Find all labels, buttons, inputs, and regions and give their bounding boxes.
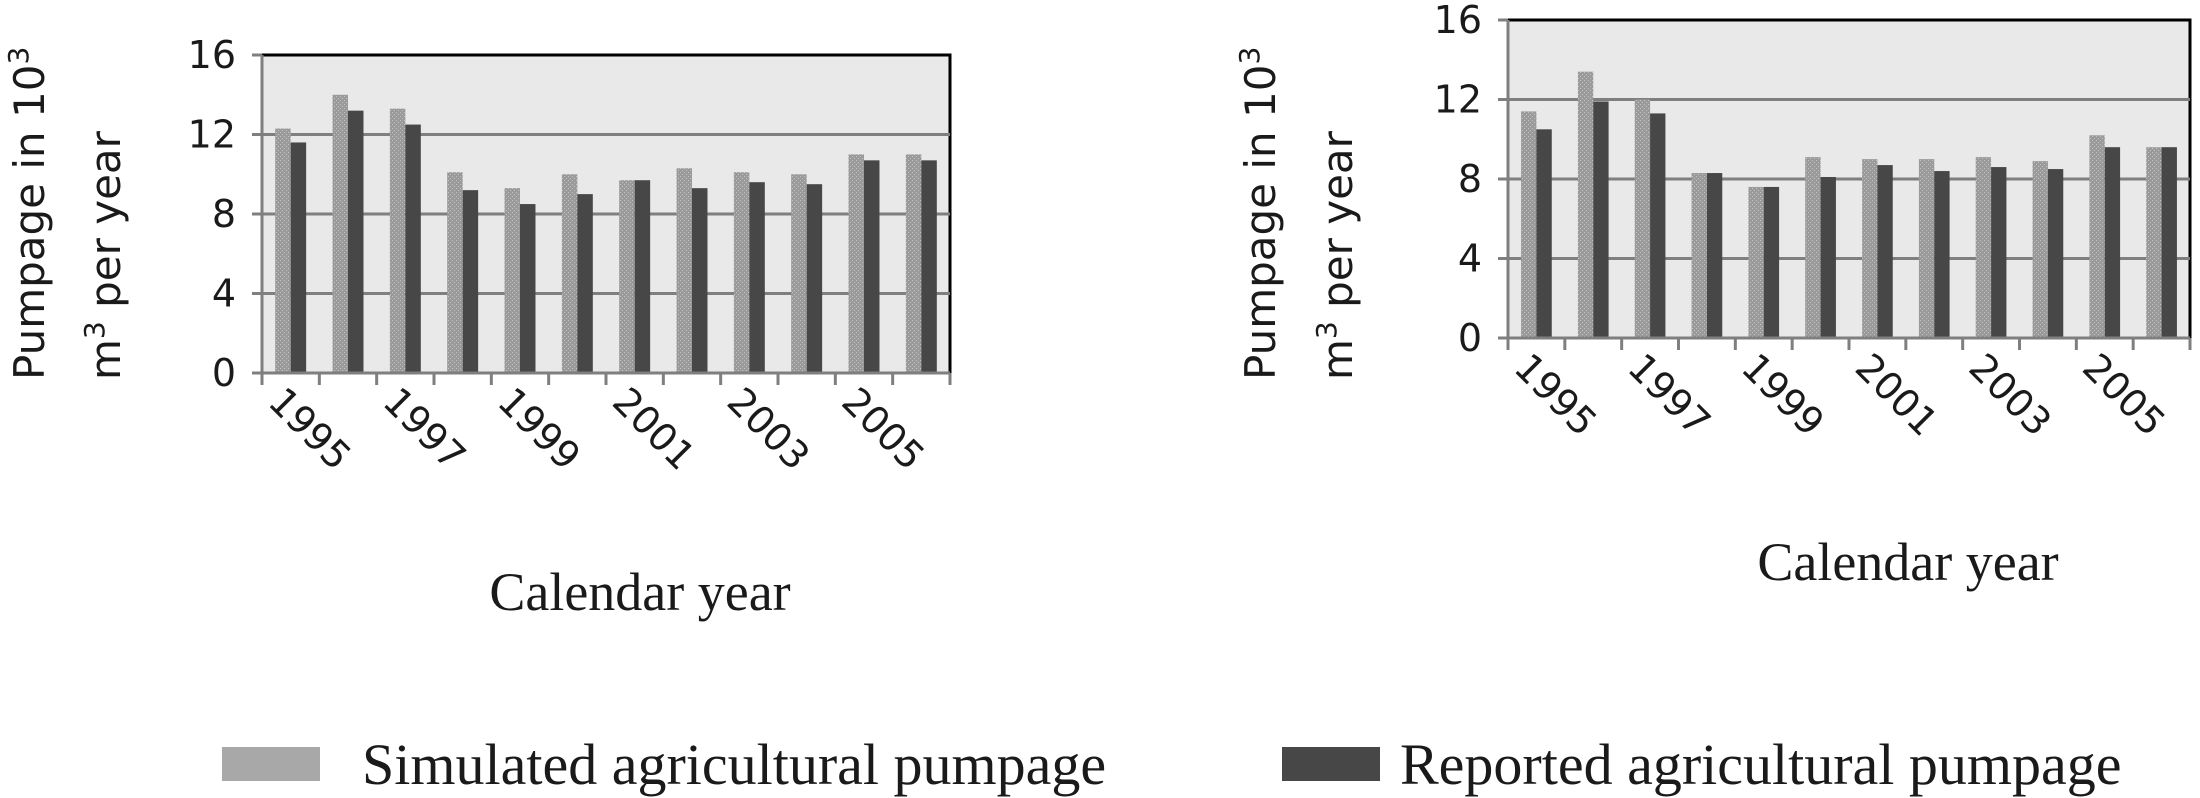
bar-reported-2003 [1991, 167, 2007, 338]
x-tick-label: 1997 [375, 379, 475, 479]
bar-reported-1997 [405, 124, 421, 373]
right-chart: 0 4 8 12 16 1995 1997 1999 2001 2003 2005 Pumpage… [1233, 0, 2192, 592]
x-tick-label: 2003 [1961, 345, 2061, 445]
axes [1498, 18, 2192, 350]
bar-simulated-2000 [1805, 157, 1821, 338]
bars [1521, 71, 2177, 339]
bar-reported-1998 [462, 190, 479, 373]
bar-simulated-1996 [1577, 71, 1594, 339]
bar-simulated-2005 [848, 154, 864, 373]
bar-simulated-2006 [905, 154, 922, 373]
bar-simulated-1999 [504, 188, 520, 373]
x-tick-label: 2001 [1847, 345, 1947, 445]
bar-reported-2001 [634, 180, 651, 373]
legend: Simulated agricultural pumpage Reported … [222, 732, 2122, 797]
x-tick-label: 1995 [260, 379, 360, 479]
legend-label-simulated: Simulated agricultural pumpage [362, 732, 1106, 797]
legend-swatch-reported [1282, 747, 1380, 781]
x-tick-label: 2001 [604, 379, 704, 479]
bars [275, 94, 937, 374]
bar-simulated-1998 [1691, 173, 1707, 338]
y-tick-label: 16 [1434, 0, 1482, 42]
bar-reported-2000 [577, 194, 593, 373]
y-tick-labels: 0 4 8 12 16 [1434, 0, 1482, 360]
bar-reported-2004 [806, 184, 823, 373]
bar-reported-1999 [520, 204, 536, 373]
bar-reported-2002 [1934, 171, 1950, 338]
bar-reported-1998 [1706, 173, 1723, 338]
bar-reported-1995 [290, 142, 307, 373]
left-chart: 0 4 8 12 16 1995 1997 1999 2001 2003 2005 Pumpage… [2, 33, 952, 622]
bar-simulated-2006 [2146, 147, 2162, 338]
y-axis-title-line2: m3 per year [78, 130, 130, 380]
bar-reported-1997 [1650, 113, 1666, 338]
bar-simulated-2004 [2032, 161, 2048, 338]
y-tick-label: 16 [188, 33, 236, 77]
bar-reported-2001 [1877, 165, 1893, 338]
x-axis-title: Calendar year [489, 562, 790, 622]
bar-simulated-2004 [791, 174, 807, 373]
bar-reported-2006 [2161, 147, 2177, 338]
axes [252, 53, 952, 385]
bar-reported-1996 [1593, 101, 1609, 338]
bar-reported-1996 [348, 110, 364, 374]
y-axis-title-line2: m3 per year [1310, 130, 1362, 380]
legend-label-reported: Reported agricultural pumpage [1400, 732, 2122, 797]
y-tick-label: 8 [1458, 157, 1482, 201]
bar-simulated-2003 [1975, 157, 1992, 338]
bar-simulated-2003 [733, 172, 750, 373]
bar-reported-2005 [864, 160, 880, 373]
x-tick-labels: 1995 1997 1999 2001 2003 2005 [1506, 345, 2174, 445]
bar-reported-2000 [1820, 177, 1836, 338]
bar-simulated-2001 [619, 180, 635, 373]
x-tick-label: 1999 [489, 379, 589, 479]
x-tick-label: 2005 [2074, 345, 2174, 445]
bar-simulated-1995 [275, 128, 291, 373]
x-tick-label: 1997 [1620, 345, 1720, 445]
bar-reported-1995 [1536, 129, 1552, 338]
y-tick-label: 12 [188, 113, 236, 157]
legend-swatch-simulated [222, 747, 320, 781]
bar-simulated-2002 [1918, 159, 1935, 338]
x-tick-label: 1999 [1733, 345, 1833, 445]
bar-reported-2002 [692, 188, 708, 373]
x-tick-labels: 1995 1997 1999 2001 2003 2005 [260, 379, 933, 479]
gridlines [1508, 98, 2190, 260]
bar-simulated-2001 [1862, 159, 1878, 338]
bar-simulated-1999 [1748, 186, 1764, 338]
y-axis-title-line1: Pumpage in 103 [2, 47, 54, 380]
y-axis-title-line1: Pumpage in 103 [1233, 47, 1285, 380]
bar-simulated-1997 [389, 108, 406, 373]
bar-simulated-2002 [676, 168, 692, 373]
bar-simulated-2000 [561, 174, 578, 373]
x-tick-label: 2003 [719, 379, 819, 479]
bar-simulated-1997 [1634, 99, 1651, 338]
x-tick-label: 1995 [1506, 345, 1606, 445]
bar-simulated-1996 [332, 94, 348, 373]
y-tick-label: 8 [212, 192, 236, 236]
bar-simulated-1998 [447, 172, 463, 373]
y-tick-label: 4 [1458, 237, 1482, 281]
bar-reported-1999 [1763, 186, 1780, 338]
bar-reported-2004 [2047, 169, 2064, 338]
y-tick-label: 4 [212, 272, 236, 316]
bar-simulated-2005 [2089, 135, 2105, 338]
y-tick-label: 0 [1458, 316, 1482, 360]
bar-simulated-1995 [1521, 111, 1537, 338]
x-axis-title: Calendar year [1757, 532, 2058, 592]
y-tick-label: 12 [1434, 78, 1482, 122]
bar-reported-2005 [2104, 147, 2121, 338]
bar-reported-2003 [749, 182, 765, 373]
y-tick-labels: 0 4 8 12 16 [188, 33, 236, 395]
bar-reported-2006 [921, 160, 937, 373]
x-tick-label: 2005 [833, 379, 933, 479]
gridlines [262, 133, 950, 295]
y-tick-label: 0 [212, 351, 236, 395]
